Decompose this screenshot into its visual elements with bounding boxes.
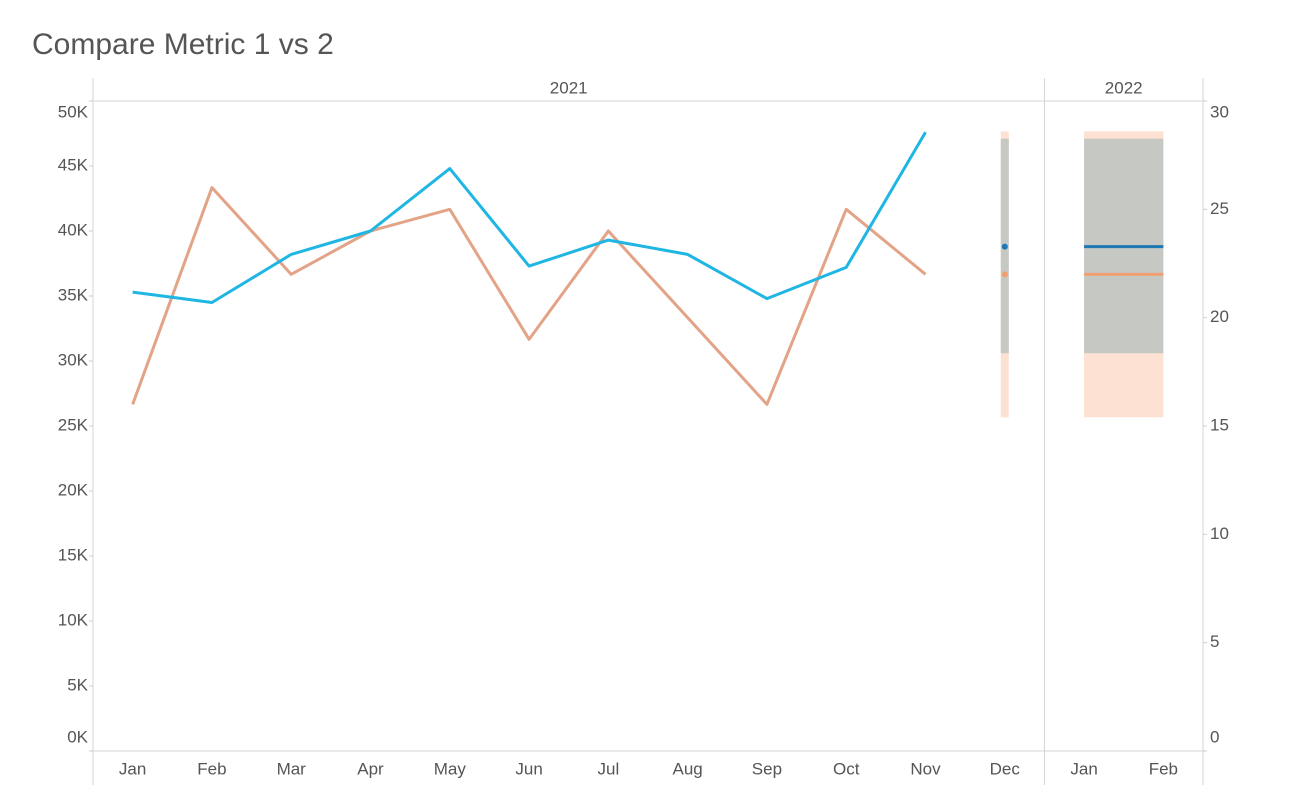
- y-tick-label: 25K: [58, 415, 89, 434]
- x-tick-label: Oct: [833, 759, 860, 778]
- chart-title: Compare Metric 1 vs 2: [32, 28, 334, 61]
- y2-tick-label: 20: [1210, 307, 1229, 326]
- x-tick-label: Jan: [119, 759, 146, 778]
- panel-header: 2022: [1105, 78, 1143, 97]
- x-tick-label: Aug: [673, 759, 703, 778]
- y2-tick-label: 30: [1210, 102, 1229, 121]
- x-tick-label: Jun: [515, 759, 542, 778]
- x-tick-label: Sep: [752, 759, 782, 778]
- line: [131, 186, 927, 406]
- forecast-line-point: [1001, 271, 1008, 278]
- y-tick-label: 0K: [67, 727, 88, 746]
- x-tick-label: Nov: [910, 759, 941, 778]
- y2-tick-label: 5: [1210, 632, 1219, 651]
- forecast-line-point: [1001, 243, 1008, 250]
- y2-tick-label: 10: [1210, 524, 1229, 543]
- x-tick-label: Apr: [357, 759, 384, 778]
- y2-tick-label: 15: [1210, 415, 1229, 434]
- panel-header: 2021: [550, 78, 588, 97]
- line: [132, 131, 927, 304]
- y-tick-label: 50K: [58, 102, 89, 121]
- y2-tick-label: 0: [1210, 727, 1219, 746]
- y-tick-label: 10K: [58, 610, 89, 629]
- y2-tick-label: 25: [1210, 199, 1229, 218]
- x-tick-label: Jul: [597, 759, 619, 778]
- y-tick-label: 45K: [58, 155, 89, 174]
- x-tick-label: Mar: [277, 759, 307, 778]
- x-tick-label: Jan: [1070, 759, 1097, 778]
- y-tick-label: 15K: [58, 545, 89, 564]
- y-tick-label: 5K: [67, 675, 88, 694]
- x-tick-label: Feb: [1149, 759, 1178, 778]
- x-tick-label: Dec: [990, 759, 1021, 778]
- y-tick-label: 40K: [58, 220, 89, 239]
- x-tick-label: May: [434, 759, 467, 778]
- y-tick-label: 35K: [58, 285, 89, 304]
- y-tick-label: 30K: [58, 350, 89, 369]
- x-tick-label: Feb: [197, 759, 226, 778]
- y-tick-label: 20K: [58, 480, 89, 499]
